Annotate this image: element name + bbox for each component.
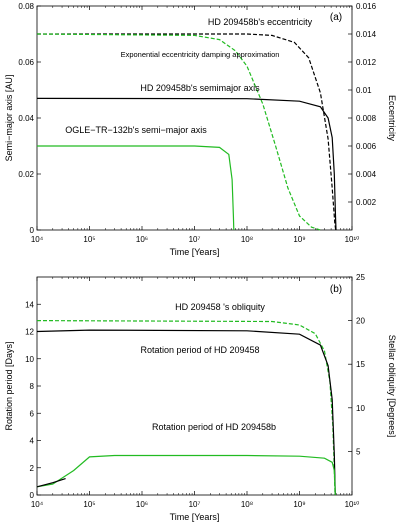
y-right-tick-label: 0.004 (356, 170, 377, 179)
y-right-tick-label: 20 (356, 317, 365, 326)
x-tick-label: 10⁷ (189, 235, 201, 244)
y-tick-label: 0.06 (18, 58, 34, 67)
x-tick-label: 10⁶ (136, 235, 148, 244)
x-tick-label: 10⁴ (31, 500, 44, 509)
y-right-tick-label: 0.016 (356, 2, 377, 11)
chart-panel-a: 10⁴ 10⁵ 10⁶ 10⁷ 10⁸ 10⁹ 10¹⁰ 0 0.02 0.04 0.06 0.08 0… (4, 2, 397, 257)
y-tick-label: 0 (30, 226, 35, 235)
y-right-tick-label: 0.014 (356, 30, 377, 39)
annotation: Rotation period of HD 209458 (140, 345, 259, 355)
y-right-tick-label: 0.012 (356, 58, 377, 67)
x-tick-label: 10¹⁰ (345, 500, 360, 509)
series-line (37, 145, 235, 231)
y-right-tick-label: 0.006 (356, 142, 377, 151)
x-tick-label: 10⁷ (189, 500, 201, 509)
x-tick-label: 10⁴ (31, 235, 44, 244)
x-tick-label: 10⁵ (83, 500, 95, 509)
x-tick-label: 10⁶ (136, 500, 148, 509)
y-tick-label: 14 (25, 300, 34, 309)
annotation: Exponential eccentricity damping approxi… (121, 50, 280, 59)
y-tick-label: 12 (25, 328, 34, 337)
x-axis-label: Time [Years] (170, 247, 220, 257)
series-line (36, 33, 321, 231)
x-axis-label: Time [Years] (170, 512, 220, 522)
x-tick-label: 10⁸ (241, 235, 253, 244)
x-tick-label: 10⁹ (293, 235, 305, 244)
y-tick-label: 0 (30, 491, 35, 500)
y-right-tick-label: 0.01 (356, 86, 372, 95)
x-tick-label: 10⁹ (293, 500, 305, 509)
y-right-tick-label: 25 (356, 273, 365, 282)
y-tick-label: 0.08 (18, 2, 34, 11)
x-tick-label: 10⁵ (83, 235, 95, 244)
y-tick-label: 10 (25, 355, 34, 364)
series-line (36, 478, 66, 488)
series-line (37, 33, 337, 231)
y-axis-label: Semi−major axis [AU] (4, 75, 14, 162)
y-tick-label: 0.02 (18, 170, 34, 179)
annotation: HD 209458b's eccentricity (208, 17, 313, 27)
y-right-tick-label: 0.002 (356, 198, 377, 207)
series-line (36, 454, 336, 496)
annotation: HD 209458 's obliquity (175, 302, 265, 312)
annotation: OGLE−TR−132b's semi−major axis (65, 125, 207, 135)
y-tick-label: 8 (30, 382, 35, 391)
y-tick-label: 4 (30, 437, 35, 446)
panel-tag: (a) (330, 12, 342, 23)
y-right-axis-label: Eccentricity (387, 95, 397, 142)
x-tick-label: 10¹⁰ (345, 235, 360, 244)
chart-panel-b: 10⁴ 10⁵ 10⁶ 10⁷ 10⁸ 10⁹ 10¹⁰ 0 2 4 6 8 10 12 14 5 10 15 20… (4, 273, 397, 522)
y-right-tick-label: 15 (356, 360, 365, 369)
y-right-tick-label: 10 (356, 404, 365, 413)
plot-frame (36, 5, 353, 231)
y-tick-label: 2 (30, 464, 35, 473)
y-right-axis-label: Stellar obliquity [Degrees] (387, 335, 397, 438)
y-tick-label: 6 (30, 409, 35, 418)
y-axis-label: Rotation period [Days] (4, 341, 14, 430)
series-line (36, 97, 337, 231)
panel-tag: (b) (330, 284, 342, 295)
y-right-tick-label: 5 (356, 447, 361, 456)
x-tick-label: 10⁸ (241, 500, 253, 509)
series-line (36, 329, 336, 496)
y-right-tick-label: 0.008 (356, 114, 377, 123)
annotation: Rotation period of HD 209458b (152, 422, 276, 432)
annotation: HD 209458b's semimajor axis (140, 83, 260, 93)
y-tick-label: 0.04 (18, 114, 34, 123)
